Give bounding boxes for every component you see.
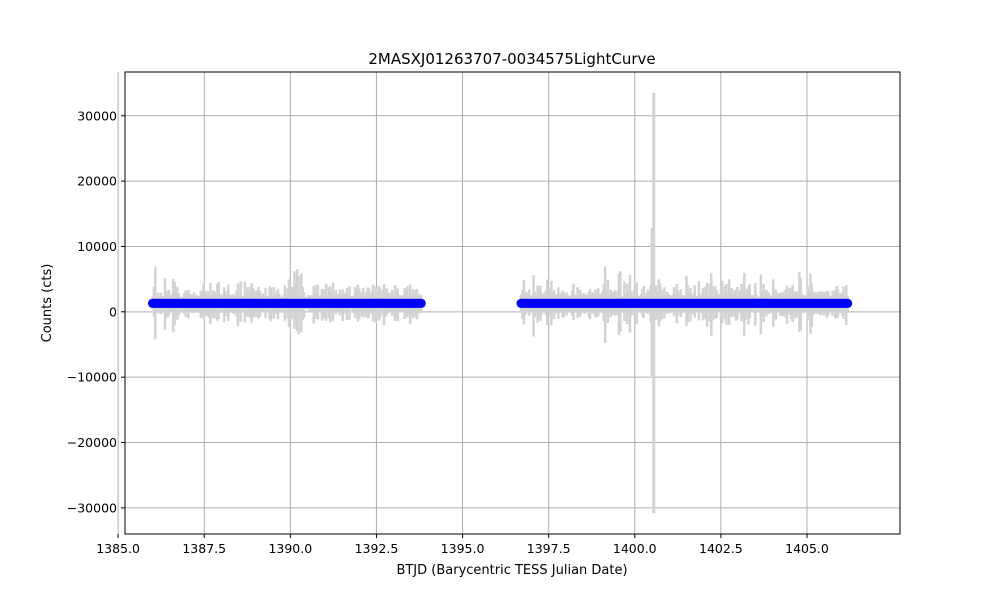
x-tick-label: 1400.0 (613, 541, 657, 556)
y-tick-label: −10000 (67, 370, 117, 385)
chart-title: 2MASXJ01263707-0034575LightCurve (368, 50, 655, 68)
y-axis-label: Counts (cts) (40, 264, 55, 343)
y-axis-ticks: 30000 20000 10000 0 −10000 −20000 −30000 (67, 108, 125, 515)
y-tick-label: −30000 (67, 500, 117, 515)
x-axis-label: BTJD (Barycentric TESS Julian Date) (396, 563, 627, 578)
y-tick-label: 10000 (77, 239, 117, 254)
grid (117, 72, 900, 534)
x-tick-label: 1387.5 (182, 541, 226, 556)
x-tick-label: 1390.0 (268, 541, 312, 556)
y-tick-label: 20000 (77, 174, 117, 189)
x-tick-label: 1402.5 (699, 541, 743, 556)
x-tick-label: 1385.0 (96, 541, 140, 556)
data-points (147, 298, 853, 308)
x-tick-label: 1392.5 (355, 541, 399, 556)
x-tick-label: 1397.5 (527, 541, 571, 556)
y-tick-label: −20000 (67, 435, 117, 450)
plot-frame (124, 71, 901, 535)
data-point (416, 298, 426, 308)
x-tick-label: 1395.0 (441, 541, 485, 556)
y-tick-label: 0 (109, 304, 117, 319)
y-tick-label: 30000 (77, 108, 117, 123)
data-point (843, 298, 853, 308)
x-axis-ticks: 1385.0 1387.5 1390.0 1392.5 1395.0 1397.5 1400… (96, 534, 829, 556)
x-tick-label: 1405.0 (785, 541, 829, 556)
